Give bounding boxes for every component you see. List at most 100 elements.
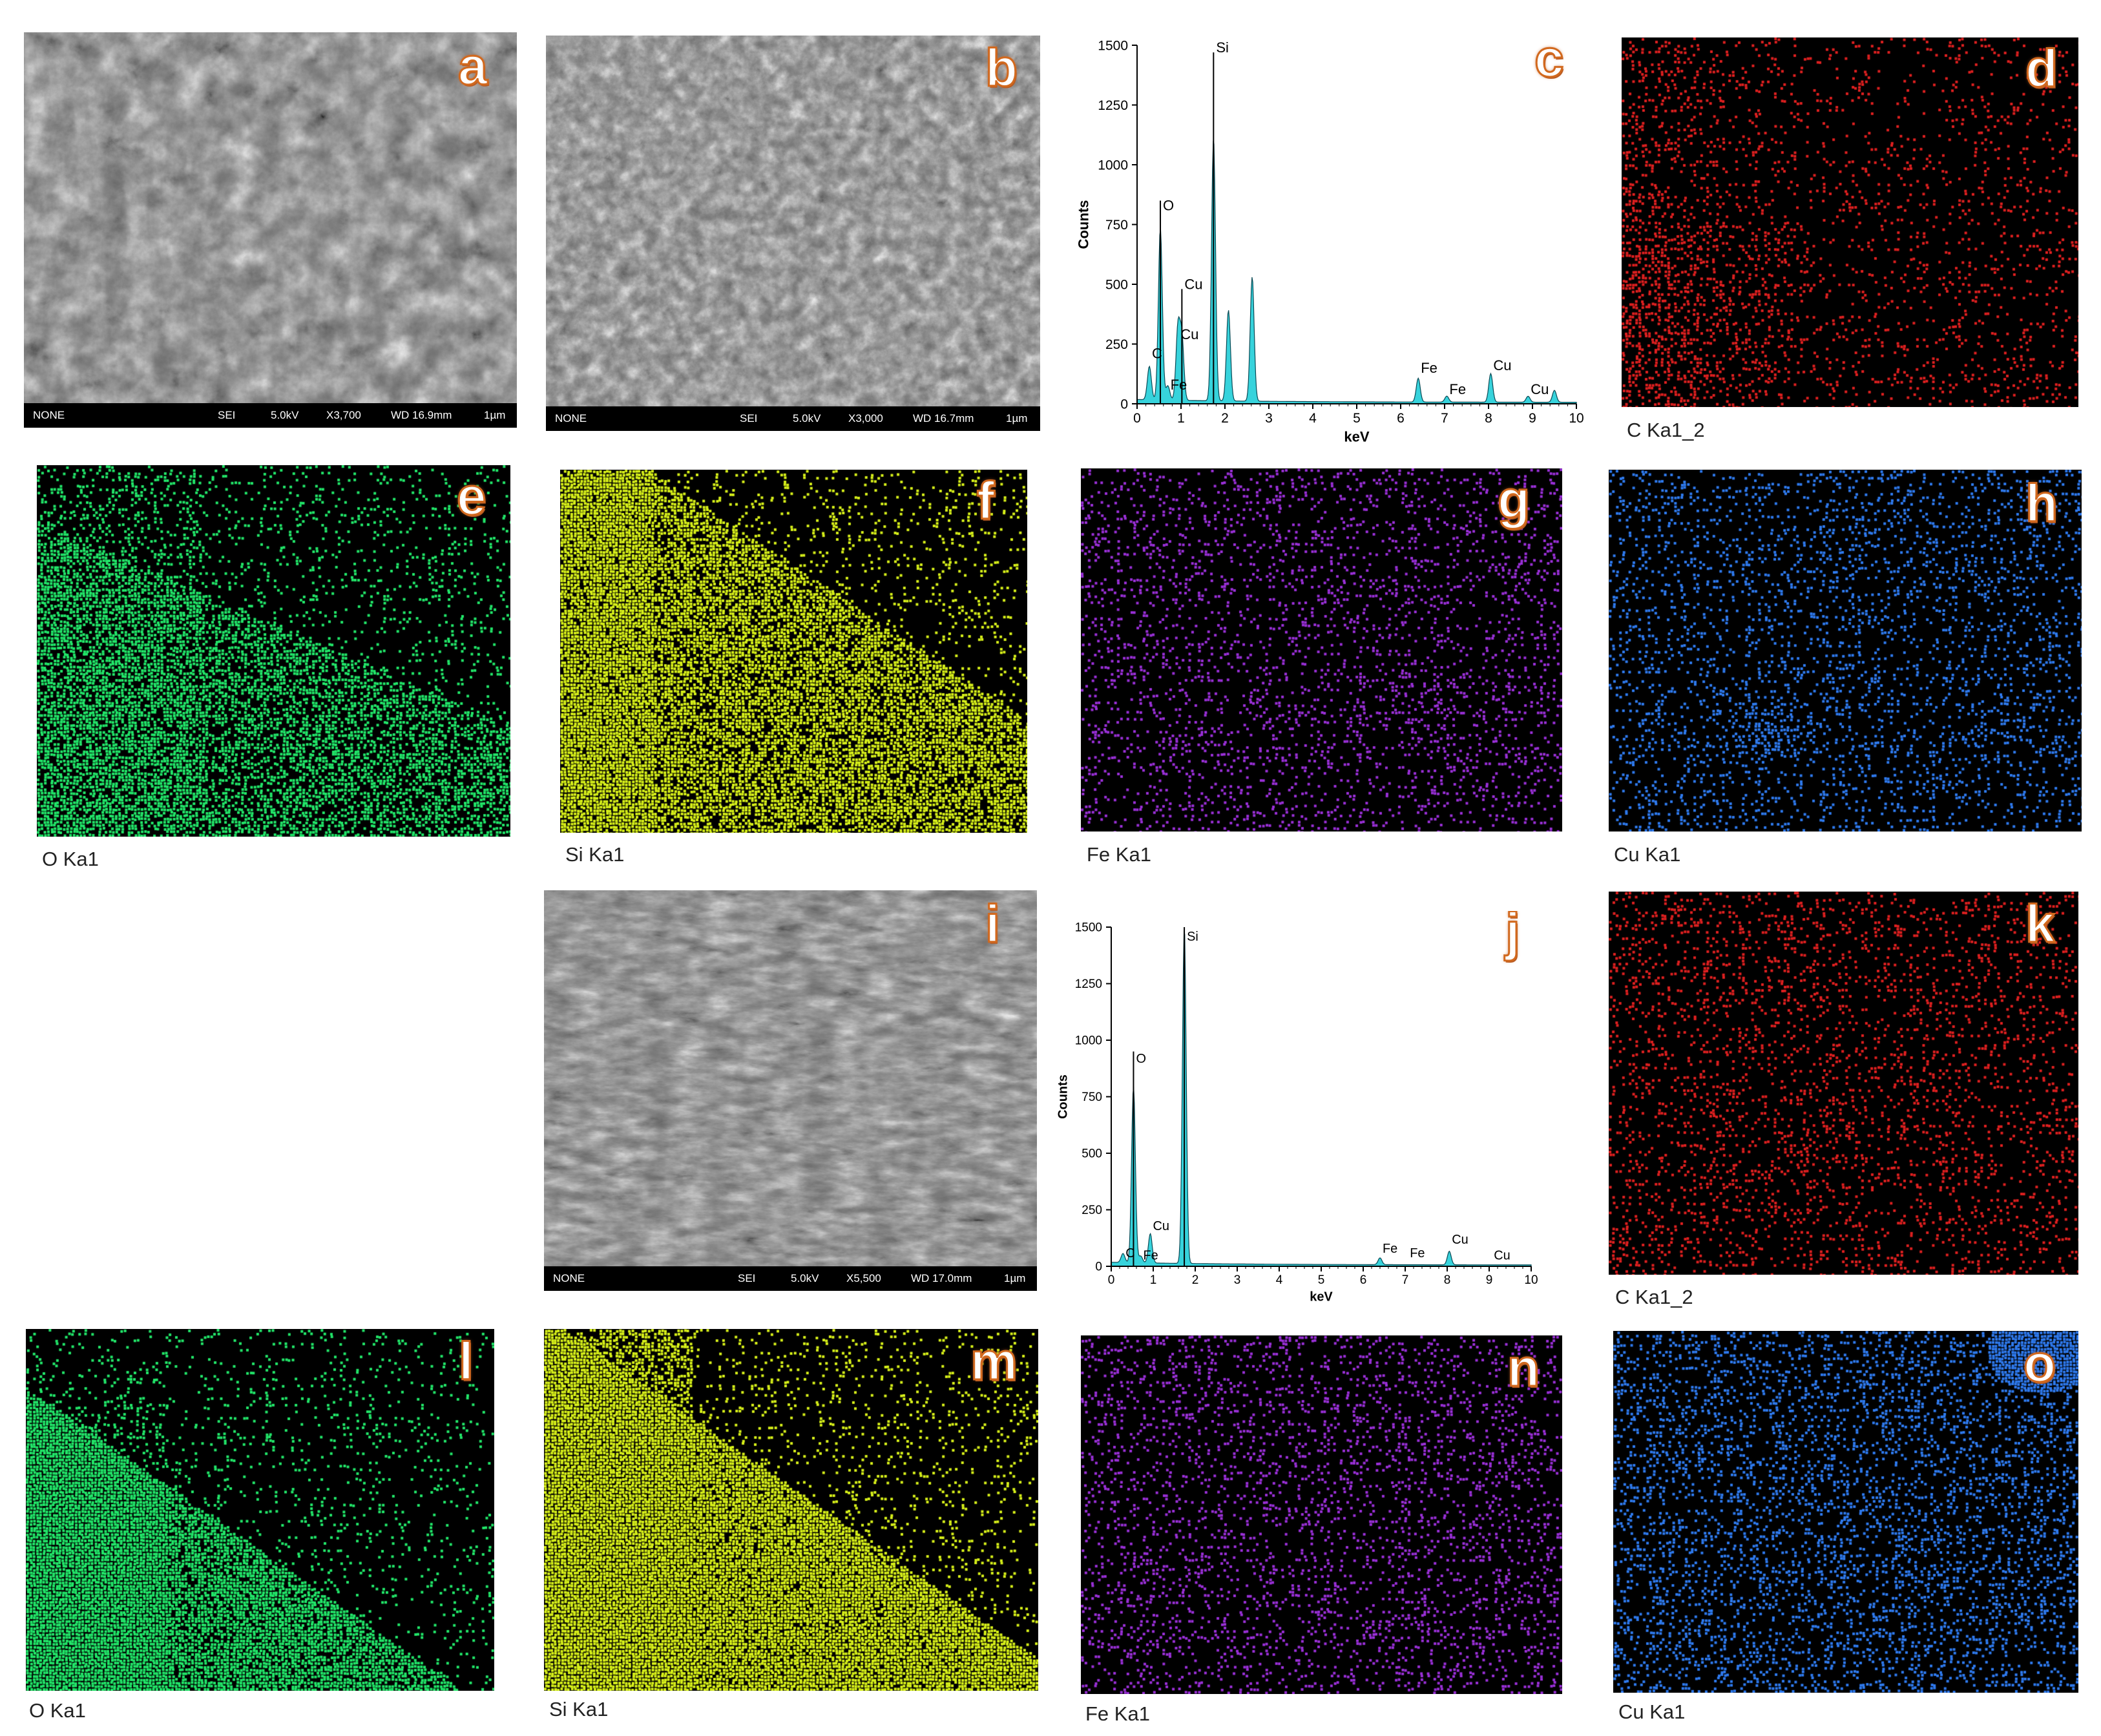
x-tick-label: 9 — [1486, 1273, 1493, 1287]
x-tick-label: 1 — [1150, 1273, 1157, 1287]
eds-map-h: h — [1609, 470, 2082, 831]
peak-label: Fe — [1410, 1246, 1425, 1260]
panel-letter-o: o — [2022, 1334, 2056, 1393]
y-tick-label: 0 — [1120, 397, 1128, 412]
sem-field-mode: SEI — [738, 1272, 756, 1284]
y-tick-label: 750 — [1082, 1091, 1102, 1104]
x-tick-label: 10 — [1524, 1273, 1538, 1287]
y-tick-label: 1000 — [1098, 158, 1128, 173]
y-tick-label: 1000 — [1075, 1034, 1102, 1048]
map-dots — [1081, 468, 1562, 831]
panel-letter-g: g — [1496, 470, 1531, 529]
panel-letter-a: a — [457, 37, 489, 96]
spectrum-area — [1136, 140, 1577, 404]
eds-map-o: o — [1613, 1331, 2078, 1693]
eds-map-f: f — [560, 470, 1027, 833]
sem-field-wd: WD 16.7mm — [913, 412, 974, 424]
panel-letter-h: h — [2024, 474, 2058, 533]
sem-info-bar: NONE SEI 5.0kV X3,700 WD 16.9mm 1µm — [24, 403, 517, 428]
sem-field-voltage: 5.0kV — [793, 412, 821, 424]
x-tick-label: 7 — [1402, 1273, 1409, 1287]
x-tick-label: 4 — [1309, 411, 1317, 426]
eds-spectrum-c: 0 250 500 750 1000 1250 1500 0 1 2 3 4 5 6 7 8 9 10 keV Cou… — [1060, 29, 1602, 468]
x-tick-label: 4 — [1276, 1273, 1283, 1287]
peak-label: Cu — [1180, 326, 1198, 342]
sem-image-b: NONE SEI 5.0kV X3,000 WD 16.7mm 1µm b — [546, 36, 1040, 431]
peak-label: Fe — [1383, 1242, 1397, 1256]
sem-field-magnification: X3,000 — [848, 412, 883, 424]
peak-label: Cu — [1494, 1249, 1510, 1263]
sem-field-magnification: X5,500 — [846, 1272, 881, 1284]
map-caption-g: Fe Ka1 — [1087, 843, 1151, 866]
x-tick-label: 7 — [1441, 411, 1448, 426]
map-dots — [1622, 37, 2078, 407]
panel-letter-l: l — [458, 1332, 475, 1391]
map-dots — [1609, 470, 2082, 831]
panel-letter-m: m — [970, 1332, 1019, 1391]
eds-map-l: l — [26, 1329, 494, 1691]
eds-map-d: d — [1622, 37, 2078, 407]
panel-letter-f: f — [976, 472, 995, 530]
map-dots — [544, 1329, 1038, 1691]
map-caption-l: O Ka1 — [29, 1699, 86, 1722]
peak-label: Cu — [1452, 1233, 1469, 1247]
peak-label: Fe — [1144, 1249, 1158, 1263]
map-caption-n: Fe Ka1 — [1085, 1702, 1150, 1725]
panel-letter-k: k — [2025, 895, 2056, 954]
peak-label: Cu — [1531, 381, 1549, 397]
sem-field-mode: SEI — [218, 409, 236, 421]
y-tick-label: 1500 — [1075, 921, 1102, 935]
sem-field-detector: NONE — [33, 409, 65, 421]
map-dots — [26, 1329, 494, 1691]
x-tick-label: 6 — [1360, 1273, 1367, 1287]
peak-label: Fe — [1171, 377, 1187, 393]
x-axis-label: keV — [1310, 1290, 1333, 1304]
map-dots — [560, 470, 1027, 833]
y-tick-label: 1250 — [1098, 98, 1128, 113]
x-axis-label: keV — [1344, 428, 1370, 444]
x-tick-label: 5 — [1353, 411, 1361, 426]
x-tick-label: 5 — [1318, 1273, 1325, 1287]
y-tick-label: 0 — [1095, 1260, 1102, 1274]
sem-texture — [24, 32, 517, 428]
panel-letter-j: j — [1505, 911, 1521, 961]
map-caption-h: Cu Ka1 — [1614, 843, 1681, 866]
peak-label: Fe — [1449, 381, 1466, 397]
spectrum-plot: 0 250 500 750 1000 1250 1500 0 1 2 3 4 5 6 7 8 9 10 keV Cou… — [1056, 921, 1538, 1304]
peak-label: Si — [1187, 930, 1198, 944]
panel-letter-d: d — [2024, 39, 2058, 98]
panel-letter-b: b — [984, 39, 1018, 98]
eds-map-k: k — [1609, 892, 2078, 1275]
sem-field-wd: WD 16.9mm — [391, 409, 452, 421]
sem-field-voltage: 5.0kV — [271, 409, 299, 421]
map-caption-e: O Ka1 — [42, 848, 99, 870]
eds-spectrum-j: 0 250 500 750 1000 1250 1500 0 1 2 3 4 5 6 7 8 9 10 keV Cou… — [1040, 911, 1602, 1324]
sem-field-scale: 1µm — [484, 409, 506, 421]
map-dots — [1613, 1331, 2078, 1693]
x-tick-label: 8 — [1444, 1273, 1451, 1287]
eds-map-m: m — [544, 1329, 1038, 1691]
axis-lines — [1136, 45, 1576, 404]
x-tick-label: 9 — [1529, 411, 1536, 426]
axis-lines — [1111, 927, 1531, 1267]
sem-field-magnification: X3,700 — [326, 409, 361, 421]
x-tick-label: 1 — [1177, 411, 1185, 426]
sem-texture — [546, 36, 1040, 431]
sem-field-detector: NONE — [555, 412, 587, 424]
panel-letter-c: c — [1534, 29, 1565, 88]
eds-map-n: n — [1081, 1335, 1562, 1694]
sem-field-wd: WD 17.0mm — [911, 1272, 972, 1284]
sem-info-bar: NONE SEI 5.0kV X5,500 WD 17.0mm 1µm — [544, 1266, 1037, 1291]
map-caption-k: C Ka1_2 — [1615, 1286, 1693, 1308]
map-caption-m: Si Ka1 — [549, 1698, 609, 1720]
peak-label: C — [1125, 1246, 1134, 1260]
x-tick-label: 2 — [1192, 1273, 1199, 1287]
eds-map-e: e — [37, 465, 510, 837]
map-caption-d: C Ka1_2 — [1627, 419, 1705, 441]
x-tick-label: 8 — [1485, 411, 1492, 426]
sem-image-a: NONE SEI 5.0kV X3,700 WD 16.9mm 1µm a — [24, 32, 517, 428]
map-caption-o: Cu Ka1 — [1618, 1700, 1686, 1723]
y-axis-label: Counts — [1056, 1074, 1071, 1119]
sem-field-detector: NONE — [553, 1272, 585, 1284]
panel-letter-e: e — [456, 467, 488, 526]
